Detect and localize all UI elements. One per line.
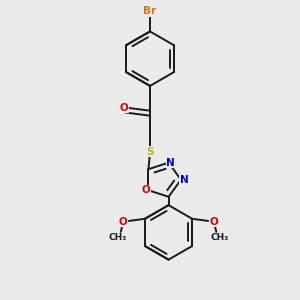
Text: O: O (209, 217, 218, 227)
Text: S: S (146, 147, 154, 157)
Text: N: N (166, 158, 175, 168)
Text: CH₃: CH₃ (109, 233, 127, 242)
Text: O: O (119, 217, 128, 227)
Text: Br: Br (143, 6, 157, 16)
Text: CH₃: CH₃ (210, 233, 229, 242)
Text: O: O (142, 185, 150, 195)
Text: N: N (180, 175, 188, 185)
Text: O: O (120, 103, 129, 112)
